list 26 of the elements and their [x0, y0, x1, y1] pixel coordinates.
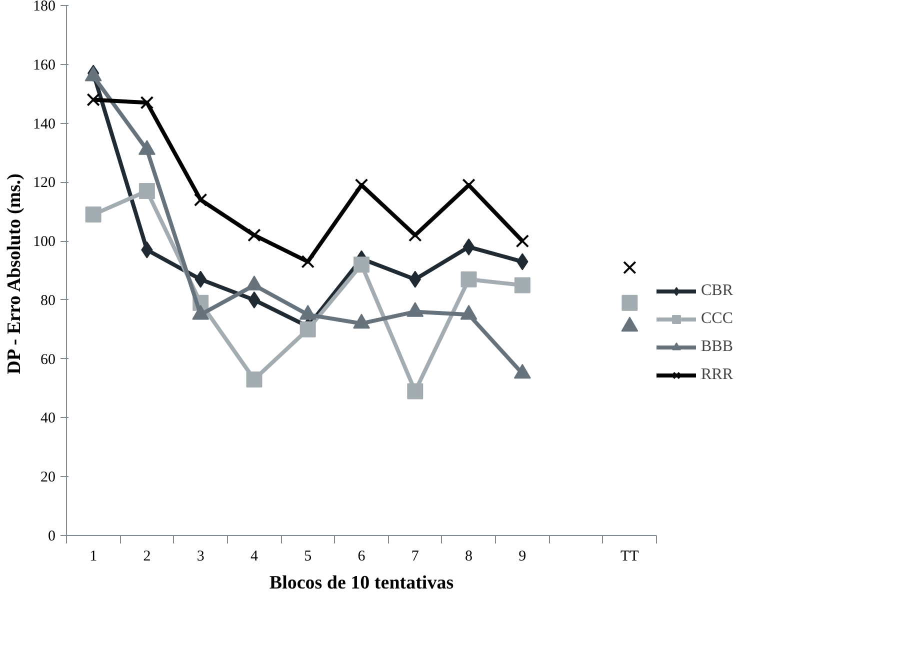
- y-tick-label: 140: [33, 116, 56, 132]
- y-axis-title: DP - Erro Absoluto (ms.): [4, 174, 25, 374]
- y-tick-label: 40: [40, 410, 56, 427]
- x-tick-label: 6: [358, 548, 366, 564]
- x-tick-label: 9: [518, 548, 526, 564]
- legend-label: CBR: [701, 282, 734, 300]
- x-tick-label: 3: [196, 548, 204, 564]
- x-tick-label: 4: [250, 548, 258, 564]
- y-tick-label: 180: [33, 0, 56, 14]
- x-tick-label: 8: [465, 548, 473, 564]
- x-tick-label: 7: [411, 548, 420, 564]
- x-tick-label: 2: [143, 548, 151, 564]
- x-tick-label: 5: [304, 548, 312, 564]
- legend-label: RRR: [701, 366, 734, 384]
- y-tick-label: 80: [40, 292, 56, 309]
- x-axis-title: Blocos de 10 tentativas: [269, 572, 454, 594]
- legend-label: BBB: [701, 338, 734, 356]
- y-tick-label: 60: [40, 352, 56, 368]
- legend-label: CCC: [701, 310, 734, 328]
- x-tick-label: 1: [90, 548, 98, 564]
- y-tick-label: 120: [33, 175, 56, 192]
- y-tick-label: 0: [48, 528, 56, 544]
- y-tick-label: 100: [33, 234, 56, 250]
- y-tick-label: 160: [33, 57, 56, 74]
- y-tick-label: 20: [40, 470, 56, 486]
- x-tick-label: TT: [620, 548, 639, 564]
